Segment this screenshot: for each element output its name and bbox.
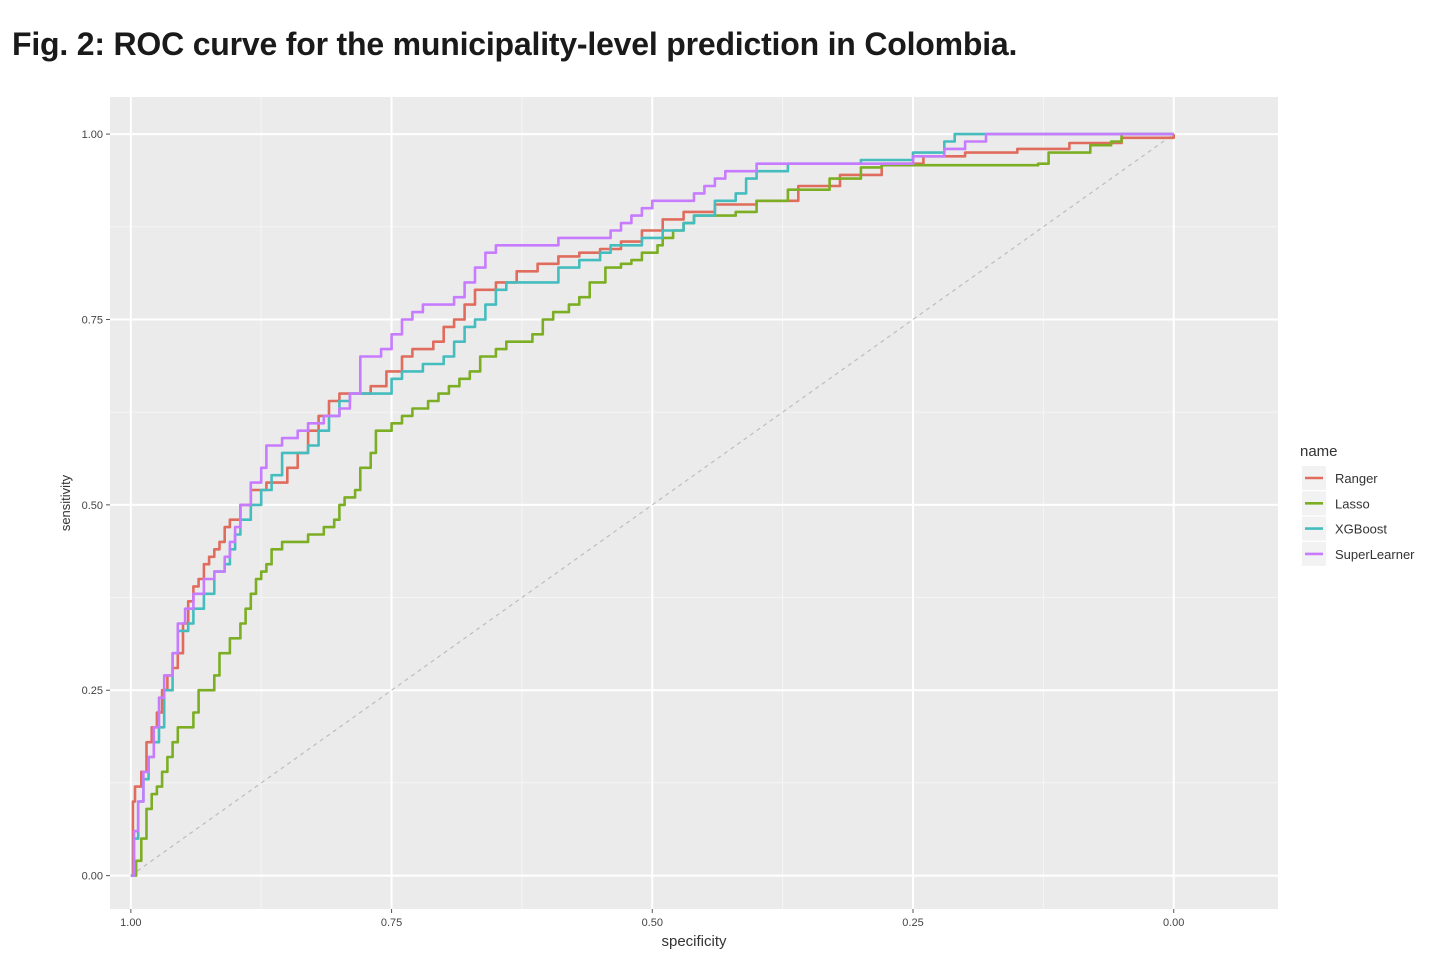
legend-label-ranger: Ranger bbox=[1335, 471, 1378, 486]
minor-gridlines bbox=[110, 97, 1278, 909]
y-tick-label: 0.00 bbox=[82, 871, 103, 883]
y-tick-label: 1.00 bbox=[82, 129, 103, 141]
x-tick-label: 0.25 bbox=[902, 917, 923, 929]
x-axis-ticks: 1.00 0.75 0.50 0.25 0.00 bbox=[120, 909, 1184, 929]
y-tick-label: 0.25 bbox=[82, 685, 103, 697]
series-line-xgboost bbox=[130, 132, 1174, 877]
x-tick-label: 0.50 bbox=[642, 917, 663, 929]
figure-title: Fig. 2: ROC curve for the municipality-l… bbox=[12, 26, 1018, 62]
y-tick-label: 0.50 bbox=[82, 500, 103, 512]
legend-label-superlearner: SuperLearner bbox=[1335, 547, 1415, 562]
y-axis-ticks: 0.00 0.25 0.50 0.75 1.00 bbox=[82, 129, 110, 883]
reference-diagonal bbox=[130, 133, 1175, 877]
x-tick-label: 1.00 bbox=[120, 917, 141, 929]
x-tick-label: 0.00 bbox=[1163, 917, 1184, 929]
legend: name Ranger Lasso XGBoost SuperLearner bbox=[1300, 443, 1415, 566]
legend-title: name bbox=[1300, 443, 1338, 460]
legend-items: Ranger Lasso XGBoost SuperLearner bbox=[1302, 466, 1415, 566]
major-gridlines bbox=[110, 97, 1278, 909]
x-axis-label: specificity bbox=[661, 933, 727, 950]
x-tick-label: 0.75 bbox=[381, 917, 402, 929]
series-line-superlearner bbox=[130, 132, 1174, 877]
series-lines bbox=[130, 132, 1175, 877]
y-axis-label: sensitivity bbox=[58, 474, 73, 531]
plot-panel bbox=[110, 97, 1278, 909]
y-tick-label: 0.75 bbox=[82, 314, 103, 326]
legend-label-xgboost: XGBoost bbox=[1335, 522, 1387, 537]
legend-label-lasso: Lasso bbox=[1335, 496, 1370, 511]
